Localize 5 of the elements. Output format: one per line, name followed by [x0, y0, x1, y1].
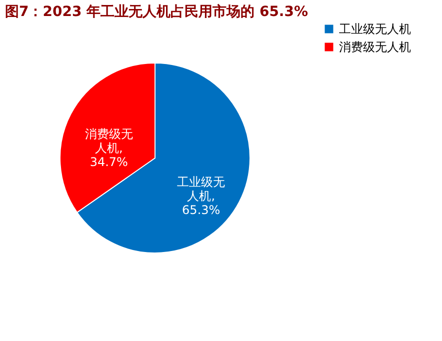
- data-label: 消费级无人机,34.7%: [84, 126, 133, 169]
- chart-title: 图7：2023 年工业无人机占民用市场的 65.3%: [5, 3, 308, 20]
- data-label: 工业级无人机,65.3%: [177, 175, 226, 218]
- legend-label: 消费级无人机: [339, 40, 411, 54]
- legend-label: 工业级无人机: [339, 22, 411, 36]
